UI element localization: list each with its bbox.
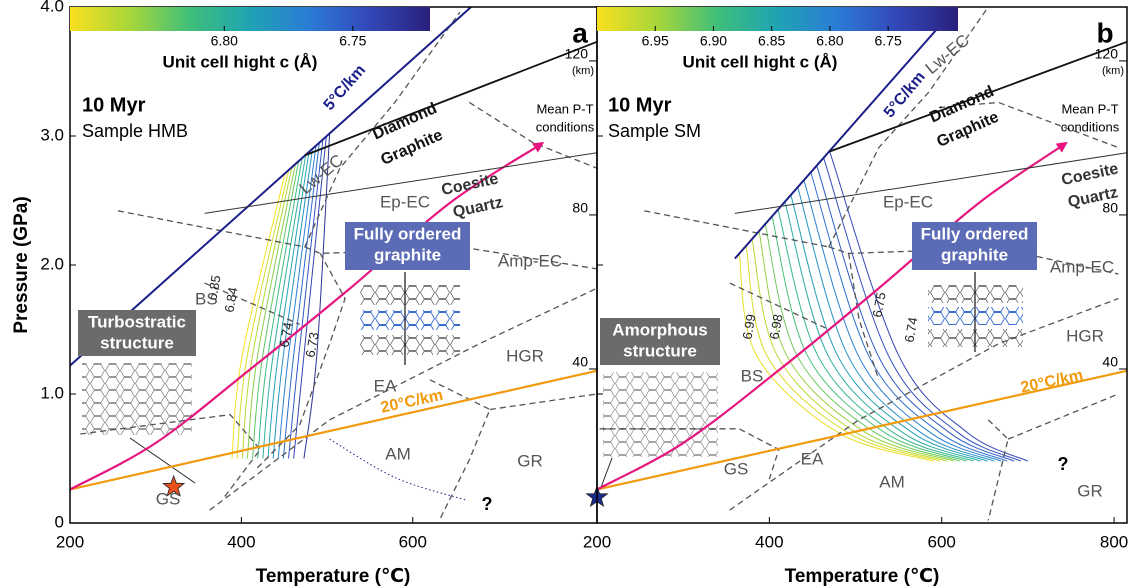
annotation: Ep-EC [380, 192, 430, 211]
annotation: Amp-EC [1050, 257, 1114, 276]
y2-tick-label: 80 [572, 200, 588, 216]
y-axis-label: Pressure (GPa) [11, 196, 32, 333]
annotation: conditions [536, 119, 595, 134]
y2-axis-label: (km) [572, 65, 594, 77]
x-tick-label: 200 [583, 532, 611, 551]
colorbar-label: Unit cell hight c (Å) [683, 52, 838, 71]
annotation: GS [156, 489, 181, 508]
colorbar-tick-label: 6.75 [875, 33, 902, 49]
annotation: Mean P-T [536, 101, 593, 116]
box-text: structure [623, 341, 697, 360]
x-tick-label: 600 [928, 532, 956, 551]
box-text: structure [100, 333, 174, 352]
panel-label: b [1096, 17, 1113, 48]
x-axis-label: Temperature (℃) [256, 566, 411, 587]
annotation: 10 Myr [82, 94, 146, 116]
x-tick-label: 600 [399, 532, 427, 551]
x-tick-label: 400 [755, 532, 783, 551]
annotation: conditions [1061, 119, 1120, 134]
y2-tick-label: 40 [1102, 354, 1118, 370]
x-tick-label: 800 [1100, 532, 1128, 551]
graphite-layer [360, 310, 460, 330]
annotation: HGR [1066, 326, 1104, 345]
y2-tick-label: 80 [1102, 200, 1118, 216]
x-tick-label: 200 [56, 532, 84, 551]
colorbar-tick-label: 6.85 [758, 33, 785, 49]
graphite-layer [360, 285, 460, 305]
colorbar [70, 7, 430, 31]
annotation: BS [195, 289, 218, 308]
y-tick-label: 3.0 [40, 125, 64, 144]
annotation: AM [879, 472, 905, 491]
colorbar-tick-label: 6.75 [339, 33, 366, 49]
x-tick-label: 400 [227, 532, 255, 551]
annotation: AM [385, 444, 411, 463]
x-axis-label: Temperature (℃) [785, 566, 940, 587]
colorbar [597, 7, 958, 31]
annotation: HGR [506, 346, 544, 365]
page: {"chart_data": [ {"type": "line", "panel… [0, 0, 1133, 587]
colorbar-tick-label: 6.80 [211, 33, 238, 49]
annotation: EA [801, 449, 824, 468]
colorbar-label: Unit cell hight c (Å) [163, 52, 318, 71]
colorbar-tick-label: 6.80 [816, 33, 843, 49]
box-text: graphite [941, 245, 1008, 264]
annotation: ? [482, 494, 493, 514]
turbostratic-drawing [82, 363, 192, 435]
graphite-layer [360, 335, 460, 355]
annotation: Sample HMB [82, 121, 188, 141]
annotation: Amp-EC [498, 251, 562, 270]
annotation: ? [1058, 454, 1069, 474]
box-text: Turbostratic [88, 312, 186, 331]
annotation: BS [741, 366, 764, 385]
box-text: graphite [374, 245, 441, 264]
annotation: Sample SM [608, 121, 701, 141]
y-tick-label: 4.0 [40, 0, 64, 15]
annotation: Mean P-T [1061, 101, 1118, 116]
annotation: EA [374, 376, 397, 395]
annotation: GR [1077, 481, 1103, 500]
annotation: GS [724, 459, 749, 478]
amorphous-drawing [603, 372, 718, 457]
annotation: GR [517, 451, 543, 470]
y-tick-label: 2.0 [40, 254, 64, 273]
colorbar-tick-label: 6.90 [700, 33, 727, 49]
y2-tick-label: 40 [572, 354, 588, 370]
y-tick-label: 0 [55, 512, 64, 531]
panel-label: a [572, 17, 588, 48]
annotation: Ep-EC [883, 192, 933, 211]
colorbar-tick-label: 6.95 [642, 33, 669, 49]
figure: 6.856.846.746.735°C/km20°C/kmDiamondGrap… [0, 0, 1133, 587]
y2-axis-label: (km) [1102, 65, 1124, 77]
box-text: Amorphous [612, 320, 707, 339]
y-tick-label: 1.0 [40, 383, 64, 402]
box-text: Fully ordered [354, 224, 462, 243]
annotation: 10 Myr [608, 94, 672, 116]
box-text: Fully ordered [921, 224, 1029, 243]
